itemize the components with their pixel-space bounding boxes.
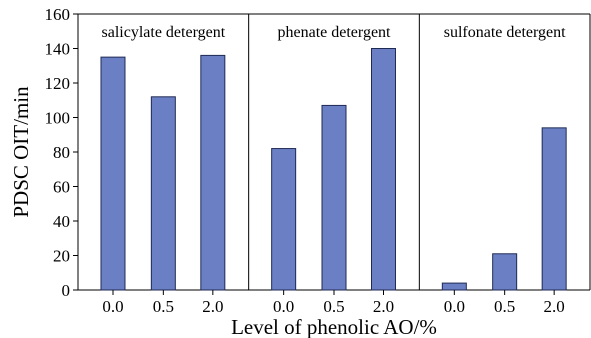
bar <box>492 253 518 291</box>
y-tick-label: 60 <box>53 178 70 197</box>
y-axis-title: PDSC OIT/min <box>9 86 33 218</box>
x-tick-label: 2.0 <box>202 297 223 316</box>
x-tick-label: 0.5 <box>153 297 174 316</box>
y-tick-label: 80 <box>53 143 70 162</box>
x-tick-labels: 0.0 0.5 2.0 0.0 0.5 2.0 0.0 0.5 2.0 <box>102 290 565 316</box>
group-labels: salicylate detergent phenate detergent sul… <box>102 14 566 290</box>
bar <box>150 96 176 291</box>
bar <box>541 127 567 291</box>
group-label: sulfonate detergent <box>444 24 566 41</box>
x-tick-label: 0.0 <box>444 297 465 316</box>
bars <box>100 48 567 291</box>
bar <box>321 104 347 291</box>
y-axis: 0 20 40 60 80 100 120 140 160 <box>45 5 78 300</box>
x-axis-title: Level of phenolic AO/% <box>231 315 437 338</box>
bar <box>271 148 297 291</box>
y-tick-label: 160 <box>45 5 71 24</box>
x-tick-label: 2.0 <box>373 297 394 316</box>
x-tick-label: 0.5 <box>323 297 344 316</box>
bar <box>200 54 226 291</box>
x-tick-label: 0.0 <box>102 297 123 316</box>
y-tick-label: 0 <box>62 281 71 300</box>
bar <box>100 56 126 291</box>
y-tick-label: 40 <box>53 212 70 231</box>
y-tick-label: 140 <box>45 40 71 59</box>
group-label: phenate detergent <box>278 24 392 41</box>
y-tick-label: 20 <box>53 247 70 266</box>
bar <box>370 48 396 291</box>
y-tick-label: 120 <box>45 74 71 93</box>
y-tick-label: 100 <box>45 109 71 128</box>
x-tick-label: 0.5 <box>494 297 515 316</box>
x-tick-label: 0.0 <box>273 297 294 316</box>
group-label: salicylate detergent <box>102 24 226 41</box>
bar <box>441 282 467 291</box>
x-tick-label: 2.0 <box>544 297 565 316</box>
